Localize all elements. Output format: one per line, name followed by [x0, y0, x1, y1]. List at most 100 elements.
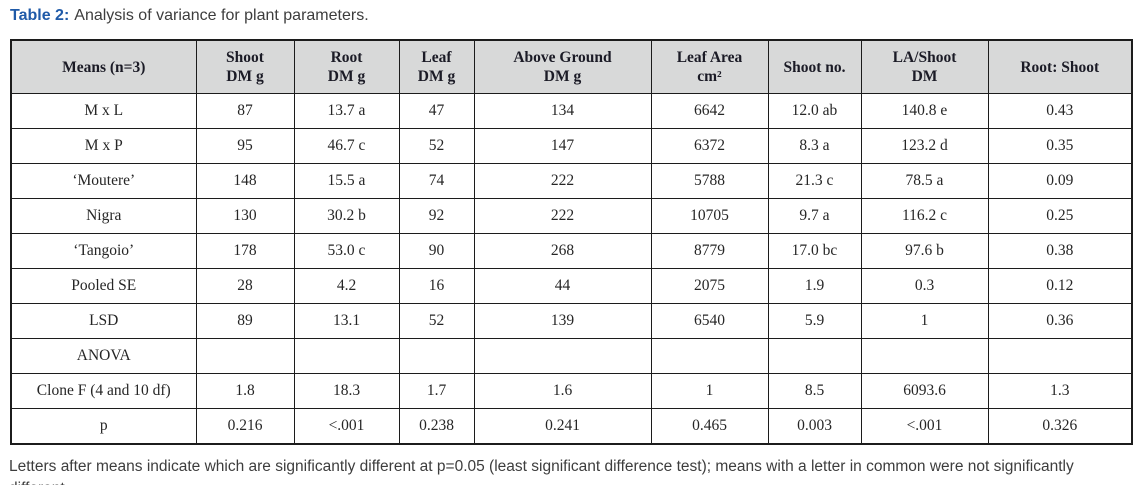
table-cell: 30.2 b [293, 198, 400, 234]
table-cell [195, 338, 295, 374]
table-row-mxl: M x L 87 13.7 a 47 134 6642 12.0 ab 140.8 e 0.43 [10, 93, 1133, 129]
table-cell: 6093.6 [860, 373, 989, 409]
row-label: Pooled SE [10, 268, 197, 304]
column-header-shoot-no: Shoot no. [767, 39, 862, 94]
table-cell: 0.36 [987, 303, 1133, 339]
table-cell: 8.3 a [767, 128, 862, 164]
row-label: Clone F (4 and 10 df) [10, 373, 197, 409]
table-cell: 90 [398, 233, 475, 269]
table-cell: 17.0 bc [767, 233, 862, 269]
table-footnote: Letters after means indicate which are s… [9, 458, 1074, 485]
table-cell: 8779 [650, 233, 769, 269]
table-cell: 9.7 a [767, 198, 862, 234]
table-cell: 52 [398, 303, 475, 339]
table-cell: 222 [473, 163, 652, 199]
table-cell: <.001 [293, 408, 400, 445]
table-cell: 139 [473, 303, 652, 339]
table-cell: 123.2 d [860, 128, 989, 164]
column-header-la-shoot-dm: LA/Shoot DM [860, 39, 989, 94]
table-cell: 13.1 [293, 303, 400, 339]
table-cell: 6372 [650, 128, 769, 164]
table-cell: 1 [650, 373, 769, 409]
table-cell: 1.6 [473, 373, 652, 409]
table-cell: 0.35 [987, 128, 1133, 164]
row-label: Nigra [10, 198, 197, 234]
row-label: LSD [10, 303, 197, 339]
table-cell: 116.2 c [860, 198, 989, 234]
table-cell: 15.5 a [293, 163, 400, 199]
table-cell: 28 [195, 268, 295, 304]
table-cell: 52 [398, 128, 475, 164]
table-cell: 0.003 [767, 408, 862, 445]
table-cell: 6642 [650, 93, 769, 129]
table-row-clone-f: Clone F (4 and 10 df) 1.8 18.3 1.7 1.6 1 8.5 60… [10, 373, 1133, 409]
table-cell: 46.7 c [293, 128, 400, 164]
table-cell: 78.5 a [860, 163, 989, 199]
table-caption: Table 2: Analysis of variance for plant p… [10, 5, 1133, 27]
table-row-nigra: Nigra 130 30.2 b 92 222 10705 9.7 a 116.2 c 0.25 [10, 198, 1133, 234]
table-cell: 140.8 e [860, 93, 989, 129]
table-cell: <.001 [860, 408, 989, 445]
table-cell: 1.9 [767, 268, 862, 304]
table-cell: 0.12 [987, 268, 1133, 304]
table-cell: 89 [195, 303, 295, 339]
table-cell: 2075 [650, 268, 769, 304]
table-cell: 6540 [650, 303, 769, 339]
table-cell: 95 [195, 128, 295, 164]
table-row-p: p 0.216 <.001 0.238 0.241 0.465 0.003 <.001 0.32… [10, 408, 1133, 445]
row-label: ‘Moutere’ [10, 163, 197, 199]
table-cell: 0.25 [987, 198, 1133, 234]
table-row-anova: ANOVA [10, 338, 1133, 374]
table-cell: 148 [195, 163, 295, 199]
table-cell: 134 [473, 93, 652, 129]
table-cell: 0.43 [987, 93, 1133, 129]
table-cell: 8.5 [767, 373, 862, 409]
table-cell [473, 338, 652, 374]
table-cell: 44 [473, 268, 652, 304]
table-cell [767, 338, 862, 374]
row-label: ANOVA [10, 338, 197, 374]
table-caption-text: Analysis of variance for plant parameter… [74, 7, 369, 24]
table-cell [398, 338, 475, 374]
table-cell: 18.3 [293, 373, 400, 409]
table-row-tangoio: ‘Tangoio’ 178 53.0 c 90 268 8779 17.0 bc 97.6 b… [10, 233, 1133, 269]
table-cell: 0.09 [987, 163, 1133, 199]
column-header-shoot-dm: Shoot DM g [195, 39, 295, 94]
table-cell: 0.465 [650, 408, 769, 445]
row-label: ‘Tangoio’ [10, 233, 197, 269]
table-cell: 13.7 a [293, 93, 400, 129]
table-cell: 4.2 [293, 268, 400, 304]
table-cell: 12.0 ab [767, 93, 862, 129]
anova-table: Means (n=3) Shoot DM g Root DM g Leaf DM g … [10, 39, 1133, 445]
table-cell: 0.3 [860, 268, 989, 304]
table-cell: 1.8 [195, 373, 295, 409]
table-cell: 92 [398, 198, 475, 234]
table-cell: 130 [195, 198, 295, 234]
table-row-pooled-se: Pooled SE 28 4.2 16 44 2075 1.9 0.3 0.12 [10, 268, 1133, 304]
table-cell: 5.9 [767, 303, 862, 339]
table-cell: 0.238 [398, 408, 475, 445]
table-cell: 222 [473, 198, 652, 234]
header-row: Means (n=3) Shoot DM g Root DM g Leaf DM g … [10, 39, 1133, 94]
table-cell: 21.3 c [767, 163, 862, 199]
row-label: M x L [10, 93, 197, 129]
table-cell: 178 [195, 233, 295, 269]
column-header-root-shoot: Root: Shoot [987, 39, 1133, 94]
table-cell [293, 338, 400, 374]
column-header-above-ground-dm: Above Ground DM g [473, 39, 652, 94]
table-cell: 47 [398, 93, 475, 129]
table-cell: 74 [398, 163, 475, 199]
table-cell: 1.3 [987, 373, 1133, 409]
table-cell: 53.0 c [293, 233, 400, 269]
table-cell: 1 [860, 303, 989, 339]
table-cell: 1.7 [398, 373, 475, 409]
table-cell: 0.241 [473, 408, 652, 445]
table-cell: 16 [398, 268, 475, 304]
table-cell [987, 338, 1133, 374]
table-cell: 87 [195, 93, 295, 129]
table-row-mxp: M x P 95 46.7 c 52 147 6372 8.3 a 123.2 d 0.35 [10, 128, 1133, 164]
table-cell: 268 [473, 233, 652, 269]
table-cell: 5788 [650, 163, 769, 199]
row-label: M x P [10, 128, 197, 164]
